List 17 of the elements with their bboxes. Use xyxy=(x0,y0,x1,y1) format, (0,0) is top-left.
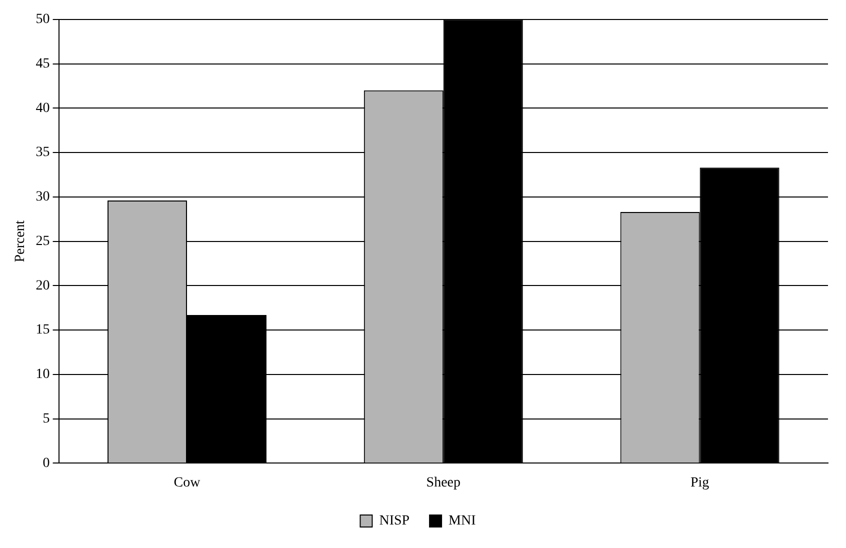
y-tick-label: 20 xyxy=(36,278,50,294)
y-tick-label: 45 xyxy=(36,56,50,72)
y-tick-label: 0 xyxy=(42,456,50,471)
y-tick-label: 35 xyxy=(36,145,50,160)
y-tick-label: 10 xyxy=(36,367,50,382)
y-tick-label: 50 xyxy=(36,12,50,28)
x-tick-label: Sheep xyxy=(426,475,461,490)
legend-label: NISP xyxy=(379,514,410,529)
legend-label: MNI xyxy=(448,514,476,529)
y-tick-label: 15 xyxy=(36,322,50,338)
y-tick-label: 5 xyxy=(42,411,50,426)
y-axis-title: Percent xyxy=(13,220,28,262)
y-tick-label: 40 xyxy=(36,100,50,116)
x-tick-label: Pig xyxy=(690,475,710,490)
y-tick-label: 30 xyxy=(36,190,50,205)
x-tick-label: Cow xyxy=(174,475,202,490)
y-tick-label: 25 xyxy=(36,234,50,249)
